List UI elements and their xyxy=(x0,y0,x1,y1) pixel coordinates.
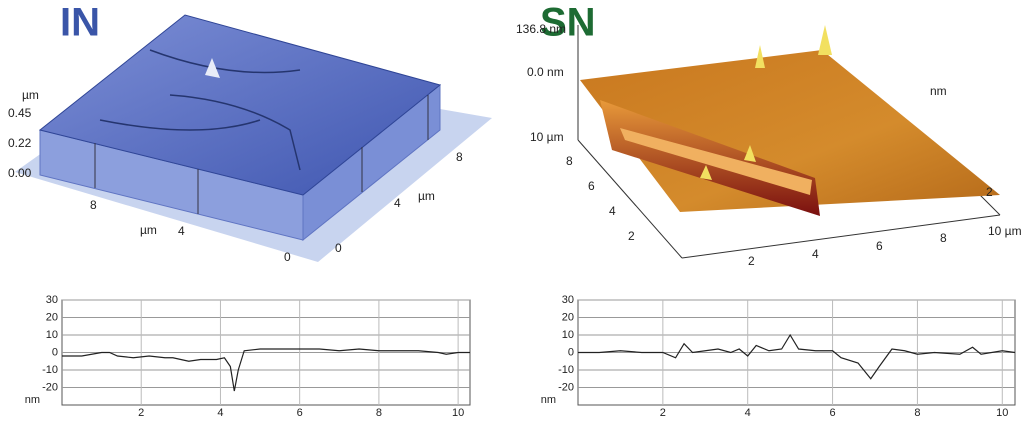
x-tick-label: 8 xyxy=(914,407,920,419)
x-tick-label: 2 xyxy=(660,407,666,419)
y-tick-label: -10 xyxy=(558,364,574,376)
peak xyxy=(818,25,832,55)
x-tick-label: 4 xyxy=(745,407,751,419)
panel-label: SN xyxy=(540,1,596,45)
axis-label: µm xyxy=(418,189,435,203)
x-tick-label: 8 xyxy=(376,407,382,419)
axis-label: nm xyxy=(930,84,947,98)
axis-label: 6 xyxy=(876,239,883,253)
axis-label: 8 xyxy=(566,154,573,168)
x-tick-label: 6 xyxy=(830,407,836,419)
y-tick-label: 20 xyxy=(46,311,58,323)
axis-label: 10 µm xyxy=(988,224,1022,238)
y-tick-label: 10 xyxy=(562,329,574,341)
x-tick-label: 6 xyxy=(297,407,303,419)
peak xyxy=(205,58,220,78)
axis-line xyxy=(681,214,1001,259)
profile-line xyxy=(578,333,1016,380)
axis-line xyxy=(577,139,683,259)
axis-label: 0.0 nm xyxy=(527,65,564,79)
axis-label: 2 xyxy=(986,185,993,199)
peak xyxy=(700,165,712,180)
axis-label: 8 xyxy=(940,231,947,245)
axis-label: 8 xyxy=(90,198,97,212)
y-axis-label: nm xyxy=(25,394,40,406)
peak xyxy=(755,45,765,68)
x-tick-label: 10 xyxy=(996,407,1008,419)
grain-boundary xyxy=(99,49,301,171)
axis-label: 0.45 xyxy=(8,106,32,120)
y-tick-label: 0 xyxy=(568,346,574,358)
axis-label: 4 xyxy=(178,224,185,238)
axis-label: 8 xyxy=(456,150,463,164)
axis-label: 0.00 xyxy=(8,166,32,180)
axis-label: 0 xyxy=(335,241,342,255)
axis-label: 4 xyxy=(609,204,616,218)
axis-label: 2 xyxy=(748,254,755,268)
y-tick-label: 0 xyxy=(52,346,58,358)
axis-label: 4 xyxy=(812,247,819,261)
axis-label: 2 xyxy=(628,229,635,243)
y-tick-label: -20 xyxy=(558,381,574,393)
y-tick-label: -20 xyxy=(42,381,58,393)
axis-label: 6 xyxy=(588,179,595,193)
x-tick-label: 4 xyxy=(217,407,223,419)
peak xyxy=(744,145,756,162)
axis-label: 0 xyxy=(284,250,291,264)
y-tick-label: 10 xyxy=(46,329,58,341)
y-tick-label: 20 xyxy=(562,311,574,323)
x-tick-label: 10 xyxy=(452,407,464,419)
top-face xyxy=(38,14,442,196)
y-axis-label: nm xyxy=(541,394,556,406)
x-tick-label: 2 xyxy=(138,407,144,419)
panel-label: IN xyxy=(60,1,100,45)
y-tick-label: 30 xyxy=(46,294,58,306)
axis-label: 136.8 nm xyxy=(516,22,566,36)
surface-in xyxy=(15,14,492,262)
surface-sn xyxy=(577,25,1001,259)
ridge-top xyxy=(620,128,812,195)
y-tick-label: 30 xyxy=(562,294,574,306)
axis-label: 0.22 xyxy=(8,136,32,150)
axis-label: 4 xyxy=(394,196,401,210)
axis-label: µm xyxy=(22,88,39,102)
axis-label: 10 µm xyxy=(530,130,564,144)
axis-label: µm xyxy=(140,223,157,237)
profile-line xyxy=(62,348,470,392)
y-tick-label: -10 xyxy=(42,364,58,376)
